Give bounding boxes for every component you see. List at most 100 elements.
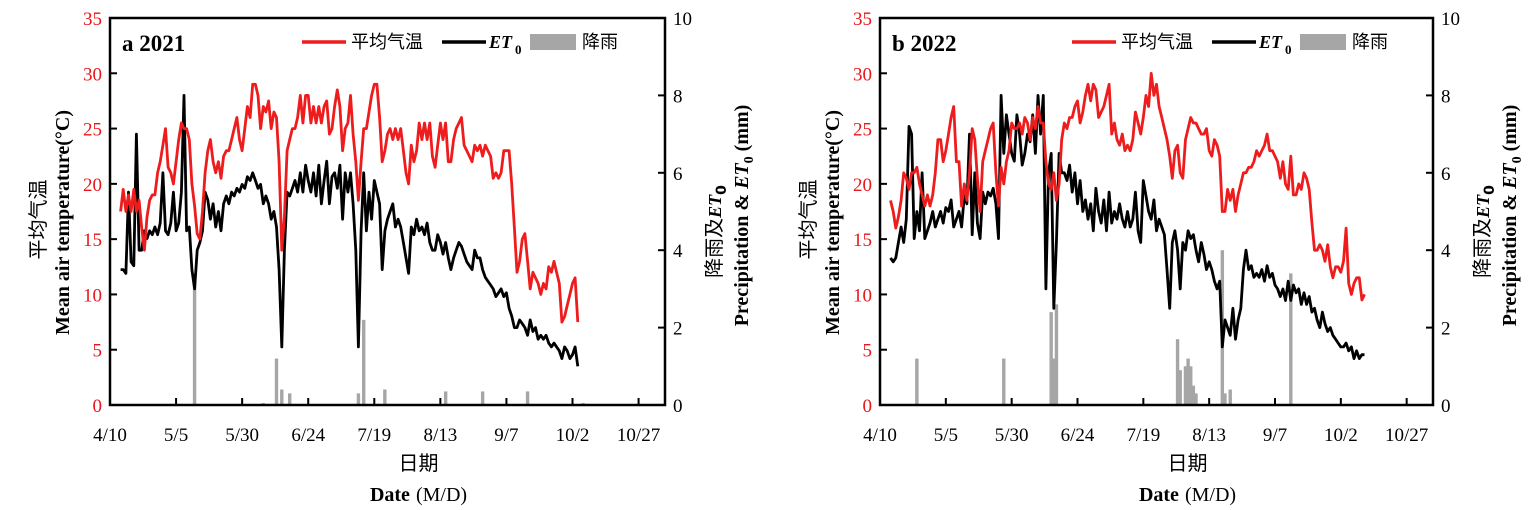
x-axis-title-unit: (M/D) (1185, 484, 1236, 506)
right-tick-label: 0 (1441, 396, 1451, 417)
left-tick-label: 15 (83, 230, 102, 251)
right-axis-title-cn: 降雨及ET0 (1470, 185, 1498, 278)
right-tick-label: 0 (673, 396, 683, 417)
x-axis-title-en-text: Date (370, 484, 410, 506)
panel-a: 0 5 10 15 20 25 30 35 0 2 4 6 8 10 4/10 5/5 5/30 6/24 7/19… (26, 9, 757, 506)
x-tick-label: 5/5 (164, 425, 188, 446)
right-axis-title-cn-sub: 0 (714, 185, 730, 195)
right-tick-label: 4 (673, 241, 683, 262)
precip-bar (362, 319, 366, 405)
precip-bar (1223, 393, 1227, 405)
x-tick-label: 6/24 (1061, 425, 1095, 446)
x-tick-label: 5/30 (995, 425, 1029, 446)
left-tick-label: 0 (93, 396, 103, 417)
precip-bar (480, 391, 485, 405)
x-axis-title-cn: 日期 (399, 451, 439, 475)
precip-bar (288, 393, 292, 405)
precip-bar (1175, 339, 1180, 405)
precip-bar (1191, 385, 1196, 405)
precip-bar (1183, 366, 1188, 405)
x-tick-label: 7/19 (357, 425, 391, 446)
right-axis-title-en-et: ET (1499, 163, 1521, 190)
legend-temp-label: 平均气温 (1121, 32, 1193, 52)
left-tick-label: 20 (853, 175, 872, 196)
left-tick-label: 30 (853, 64, 872, 85)
x-tick-label: 10/2 (1324, 425, 1358, 446)
left-axis-title-cn: 平均气温 (26, 180, 50, 260)
precip-bar (1186, 358, 1190, 405)
left-tick-label: 30 (83, 64, 102, 85)
panel-label: a 2021 (122, 31, 185, 56)
legend-rain-label: 降雨 (1352, 32, 1388, 52)
x-axis-title-cn: 日期 (1168, 451, 1208, 475)
et0-line (889, 94, 1365, 361)
right-tick-label: 6 (1441, 164, 1451, 185)
x-tick-label: 7/19 (1126, 425, 1160, 446)
precip-bar (383, 389, 387, 405)
x-axis-title-unit: (M/D) (416, 484, 467, 506)
right-axis-title-en-unit: (mm) (731, 105, 753, 157)
right-axis-title-cn-et: ET (705, 194, 725, 219)
left-axis-title-cn: 平均气温 (796, 180, 820, 260)
right-tick-label: 2 (673, 319, 683, 340)
left-axis-title-en: Mean air temperature(°C) (52, 110, 74, 335)
precip-bar (1049, 312, 1053, 405)
precip-bar (1002, 358, 1006, 405)
right-axis-title-cn: 降雨及ET0 (702, 185, 730, 278)
right-tick-label: 10 (673, 9, 692, 30)
legend-et0-label: ET (1258, 32, 1283, 52)
x-axis-title-en-text: Date (1139, 484, 1179, 506)
x-tick-label: 10/27 (617, 425, 660, 446)
legend-temp-label: 平均气温 (351, 32, 423, 52)
left-tick-label: 0 (863, 396, 873, 417)
right-axis-title-cn-et: ET (1473, 194, 1493, 219)
right-axis-title-en-et: ET (731, 163, 753, 190)
left-tick-label: 35 (83, 9, 102, 30)
left-tick-label: 25 (83, 120, 102, 141)
x-tick-label: 8/13 (1192, 425, 1226, 446)
left-tick-label: 5 (93, 341, 103, 362)
right-axis-title-en-unit: (mm) (1499, 105, 1521, 157)
precip-bar (1054, 304, 1059, 405)
panel-b: 0 5 10 15 20 25 30 35 0 2 4 6 8 10 4/10 5/5 5/30 6/24 7/19… (796, 9, 1525, 506)
precip-bars (192, 273, 585, 405)
precip-bar (1052, 358, 1056, 405)
x-axis-title-en: Date (M/D) (370, 484, 467, 506)
x-tick-label: 10/2 (556, 425, 590, 446)
left-tick-label: 35 (853, 9, 872, 30)
precip-bar (1194, 393, 1198, 405)
precip-bar (443, 391, 448, 405)
left-tick-label: 25 (853, 120, 872, 141)
left-axis-title-en: Mean air temperature(°C) (822, 110, 844, 335)
left-tick-label: 15 (853, 230, 872, 251)
right-tick-label: 10 (1441, 9, 1460, 30)
right-axis-title-cn-sub: 0 (1482, 185, 1498, 195)
right-tick-label: 6 (673, 164, 683, 185)
left-tick-label: 10 (853, 285, 872, 306)
right-axis-title-cn-text: 降雨及 (702, 218, 726, 278)
right-axis-title-en-sub: 0 (1510, 156, 1525, 163)
precip-bar (280, 389, 284, 405)
x-tick-label: 4/10 (863, 425, 897, 446)
legend-rain-swatch (530, 34, 576, 50)
right-tick-label: 8 (1441, 86, 1451, 107)
x-tick-label: 5/30 (225, 425, 259, 446)
right-tick-label: 8 (673, 86, 683, 107)
precip-bar (1289, 273, 1293, 405)
right-axis-title-en-text: Precipitation & (731, 189, 753, 326)
right-tick-label: 4 (1441, 241, 1451, 262)
plot-frame (108, 16, 667, 407)
x-tick-label: 5/5 (934, 425, 958, 446)
right-axis-title-en-sub: 0 (742, 156, 757, 163)
x-axis-title-en: Date (M/D) (1139, 484, 1236, 506)
legend-rain-label: 降雨 (582, 32, 618, 52)
precip-bar (356, 393, 361, 405)
left-tick-label: 5 (863, 341, 873, 362)
temperature-line (119, 82, 580, 324)
legend-rain-swatch (1300, 34, 1346, 50)
temperature-line (889, 71, 1366, 302)
legend-et0-label: ET (488, 32, 513, 52)
precip-bar (915, 358, 919, 405)
plot-frame (878, 16, 1435, 407)
